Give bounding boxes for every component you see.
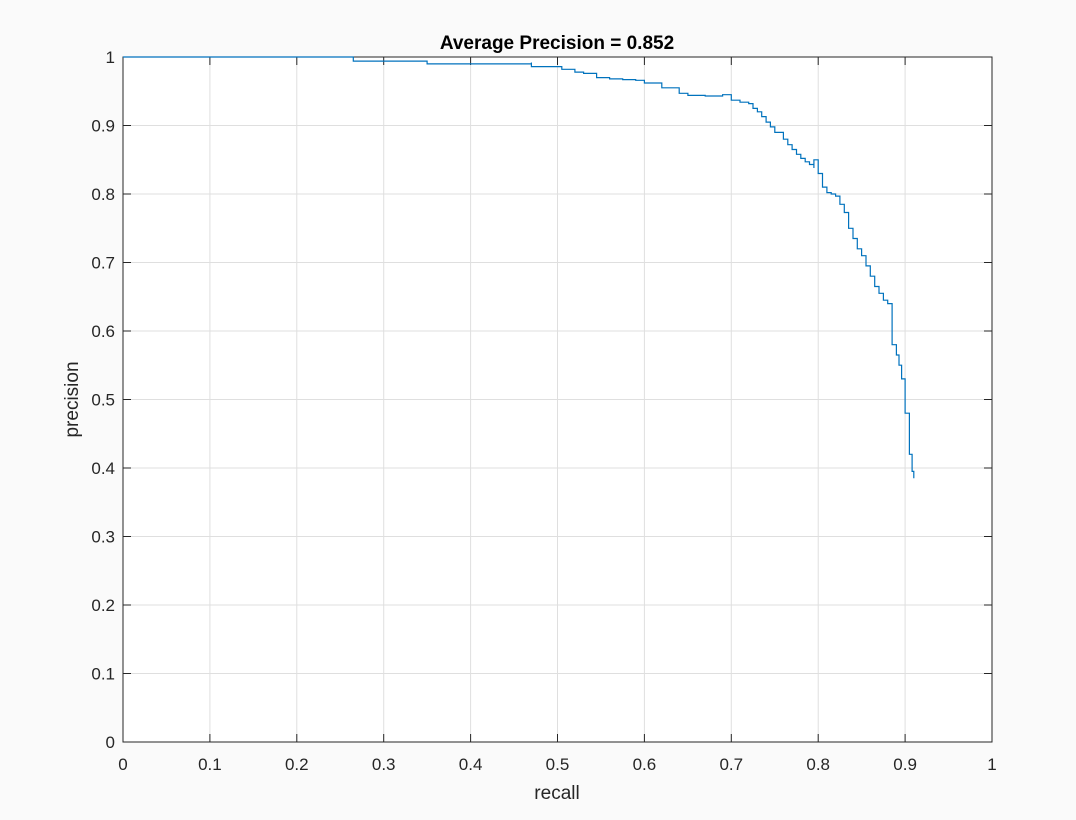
y-tick-label: 0.1 (91, 665, 115, 684)
y-tick-label: 1 (106, 48, 115, 67)
x-tick-label: 1 (987, 755, 996, 774)
y-tick-labels: 0 0.1 0.2 0.3 0.4 0.5 0.6 0.7 0.8 0.9 1 (91, 48, 115, 752)
x-tick-label: 0.7 (719, 755, 743, 774)
y-tick-label: 0.4 (91, 459, 115, 478)
x-tick-label: 0.8 (806, 755, 830, 774)
x-tick-label: 0.6 (633, 755, 657, 774)
x-tick-labels: 0 0.1 0.2 0.3 0.4 0.5 0.6 0.7 0.8 0.9 1 (118, 755, 996, 774)
x-tick-label: 0.1 (198, 755, 222, 774)
x-tick-label: 0.9 (893, 755, 917, 774)
x-tick-label: 0.4 (459, 755, 483, 774)
axis-ticks (122, 56, 993, 743)
y-tick-label: 0.3 (91, 528, 115, 547)
y-tick-label: 0.6 (91, 322, 115, 341)
y-tick-label: 0 (106, 733, 115, 752)
pr-curve-line (123, 56, 915, 479)
x-tick-label: 0.5 (546, 755, 570, 774)
y-tick-label: 0.7 (91, 254, 115, 273)
y-tick-label: 0.9 (91, 117, 115, 136)
y-tick-label: 0.5 (91, 391, 115, 410)
chart-title: Average Precision = 0.852 (440, 33, 674, 54)
x-axis-label: recall (534, 783, 579, 804)
series-layer (123, 56, 915, 479)
y-tick-label: 0.2 (91, 596, 115, 615)
x-tick-label: 0.3 (372, 755, 396, 774)
y-tick-label: 0.8 (91, 185, 115, 204)
x-tick-label: 0 (118, 755, 127, 774)
y-axis-label: precision (62, 361, 83, 437)
x-tick-label: 0.2 (285, 755, 309, 774)
